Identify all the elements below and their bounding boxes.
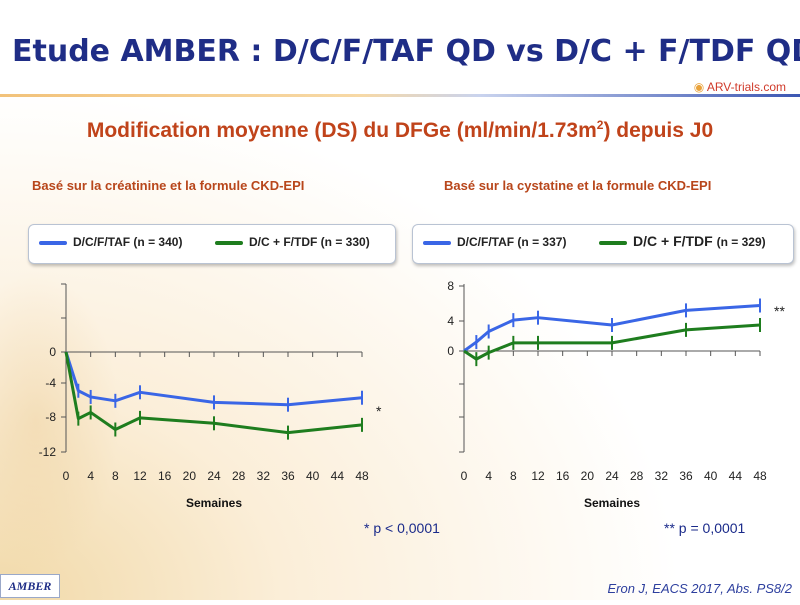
y-tick-label: 8	[447, 279, 454, 293]
series-line-1	[463, 323, 761, 361]
x-tick-label: 32	[655, 469, 669, 483]
series-line-0	[463, 304, 761, 353]
legend-line-icon	[39, 240, 67, 245]
significance-marker: **	[774, 303, 785, 319]
x-tick-label: 36	[281, 469, 295, 483]
legend-line-icon	[215, 240, 243, 245]
legend-label: D/C + F/TDF (n = 329)	[633, 233, 766, 249]
x-tick-label: 4	[87, 469, 94, 483]
subtitle-main: Modification moyenne (DS) du DFGe (ml/mi…	[86, 119, 597, 142]
legend-label: D/C/F/TAF (n = 340)	[73, 235, 183, 249]
x-tick-label: 0	[461, 469, 468, 483]
y-tick-label: 0	[447, 344, 454, 358]
slide-title: Etude AMBER : D/C/F/TAF QD vs D/C + F/TD…	[12, 34, 800, 69]
y-tick-label: -12	[39, 445, 57, 459]
x-tick-label: 48	[753, 469, 767, 483]
left-pvalue: * p < 0,0001	[364, 520, 440, 536]
x-tick-label: 20	[183, 469, 197, 483]
x-tick-label: 8	[510, 469, 517, 483]
x-axis-label: Semaines	[584, 496, 640, 510]
x-tick-label: 24	[605, 469, 619, 483]
legend-label-n: (n = 329)	[716, 235, 766, 249]
left-legend-tdf: D/C + F/TDF (n = 330)	[215, 235, 370, 249]
legend-label-main: D/C + F/TDF	[633, 233, 717, 249]
left-legend: D/C/F/TAF (n = 340) D/C + F/TDF (n = 330…	[28, 224, 396, 264]
x-tick-label: 4	[485, 469, 492, 483]
arv-trials-logo: ◉ ARV-trials.com	[694, 80, 786, 94]
x-tick-label: 16	[556, 469, 570, 483]
x-tick-label: 48	[355, 469, 369, 483]
title-divider	[0, 94, 800, 97]
x-axis-label: Semaines	[186, 496, 242, 510]
series-line-0	[64, 351, 363, 407]
x-tick-label: 44	[729, 469, 743, 483]
x-tick-label: 12	[531, 469, 545, 483]
x-tick-label: 8	[112, 469, 119, 483]
x-tick-label: 20	[581, 469, 595, 483]
x-tick-label: 36	[679, 469, 693, 483]
chart-subtitle: Modification moyenne (DS) du DFGe (ml/mi…	[0, 118, 800, 143]
y-tick-label: 0	[49, 345, 56, 359]
logo-suffix: .com	[759, 80, 786, 94]
y-tick-label: -4	[45, 376, 56, 390]
significance-marker: *	[376, 403, 382, 419]
right-pvalue: ** p = 0,0001	[664, 520, 746, 536]
legend-label: D/C/F/TAF (n = 337)	[457, 235, 567, 249]
x-tick-label: 28	[232, 469, 246, 483]
subtitle-superscript: 2	[596, 118, 604, 132]
x-tick-label: 0	[63, 469, 70, 483]
legend-label: D/C + F/TDF (n = 330)	[249, 235, 370, 249]
x-tick-label: 16	[158, 469, 172, 483]
right-chart: 8 4 0 0 4 8 12 16 20 24 28 32 36 40 44 48 Semaines **	[0, 270, 800, 605]
legend-line-icon	[423, 240, 451, 245]
y-tick-label: 4	[447, 314, 454, 328]
x-tick-label: 12	[133, 469, 147, 483]
x-tick-label: 40	[306, 469, 320, 483]
left-chart: 0 -4 -8 -12 0 4 8 12 16 20 24 28 32 36 40 44 48 Semaines *	[0, 270, 800, 605]
x-tick-label: 28	[630, 469, 644, 483]
left-panel-title: Basé sur la créatinine et la formule CKD…	[32, 178, 305, 193]
right-legend-taf: D/C/F/TAF (n = 337)	[423, 235, 566, 249]
subtitle-tail: ) depuis J0	[603, 119, 714, 142]
x-tick-label: 44	[331, 469, 345, 483]
y-tick-label: -8	[45, 410, 56, 424]
right-legend: D/C/F/TAF (n = 337) D/C + F/TDF (n = 329…	[412, 224, 794, 264]
reference: Eron J, EACS 2017, Abs. PS8/2	[607, 581, 792, 596]
right-panel-title: Basé sur la cystatine et la formule CKD-…	[444, 178, 712, 193]
study-tag: AMBER	[0, 574, 60, 598]
x-tick-label: 32	[257, 469, 271, 483]
left-legend-taf: D/C/F/TAF (n = 340)	[39, 235, 182, 249]
logo-globe-icon: ◉	[693, 80, 705, 94]
logo-text: ARV-trials	[706, 80, 760, 94]
x-tick-label: 24	[207, 469, 221, 483]
right-legend-tdf: D/C + F/TDF (n = 329)	[599, 233, 766, 249]
series-line-1	[64, 351, 363, 435]
x-tick-label: 40	[704, 469, 718, 483]
legend-line-icon	[599, 240, 627, 245]
